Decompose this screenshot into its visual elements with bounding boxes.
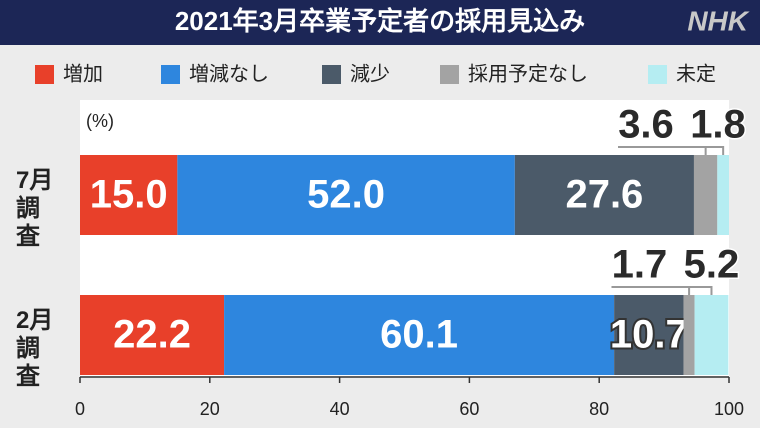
data-label: 1.8 — [690, 103, 746, 147]
bar-segment — [693, 155, 718, 235]
bar-segment — [80, 295, 225, 375]
title-bar — [0, 0, 760, 45]
legend-label: 未定 — [676, 62, 716, 85]
data-label: 10.7 — [610, 313, 688, 357]
bar-segment — [514, 155, 694, 235]
legend-swatch — [161, 65, 180, 84]
data-label: 52.0 — [307, 173, 385, 217]
category-label: 2月調査 — [16, 307, 54, 390]
legend-label: 減少 — [350, 62, 390, 85]
x-tick-label: 100 — [714, 399, 744, 419]
legend-label: 増加 — [63, 62, 103, 85]
data-label: 5.2 — [684, 243, 740, 287]
category-label: 7月調査 — [16, 167, 54, 250]
legend-label: 採用予定なし — [468, 62, 588, 85]
data-label: 27.6 — [565, 173, 643, 217]
leader-line — [618, 146, 707, 155]
x-tick-label: 80 — [589, 399, 609, 419]
bar-segment — [683, 295, 695, 375]
legend-swatch — [322, 65, 341, 84]
x-tick-label: 20 — [200, 399, 220, 419]
bar-segment — [614, 295, 684, 375]
x-tick-label: 40 — [330, 399, 350, 419]
bar-segment — [717, 155, 729, 235]
chart-title: 2021年3月卒業予定者の採用見込み — [175, 6, 585, 36]
data-label: 1.7 — [612, 243, 668, 287]
legend-swatch — [35, 65, 54, 84]
legend-swatch — [440, 65, 459, 84]
bar-segment — [80, 155, 178, 235]
bar-segment — [694, 295, 729, 375]
x-tick-label: 0 — [75, 399, 85, 419]
leader-line — [683, 286, 713, 295]
data-label: 3.6 — [618, 103, 674, 147]
logo: NHK — [687, 5, 749, 36]
unit-label: (%) — [86, 111, 114, 131]
data-label: 60.1 — [380, 313, 458, 357]
x-tick-label: 60 — [459, 399, 479, 419]
leader-line — [611, 286, 691, 295]
data-label: 15.0 — [90, 173, 168, 217]
bar-segment — [224, 295, 615, 375]
legend-label: 増減なし — [189, 62, 269, 85]
legend-swatch — [648, 65, 667, 84]
data-label: 22.2 — [113, 313, 191, 357]
bar-segment — [177, 155, 515, 235]
